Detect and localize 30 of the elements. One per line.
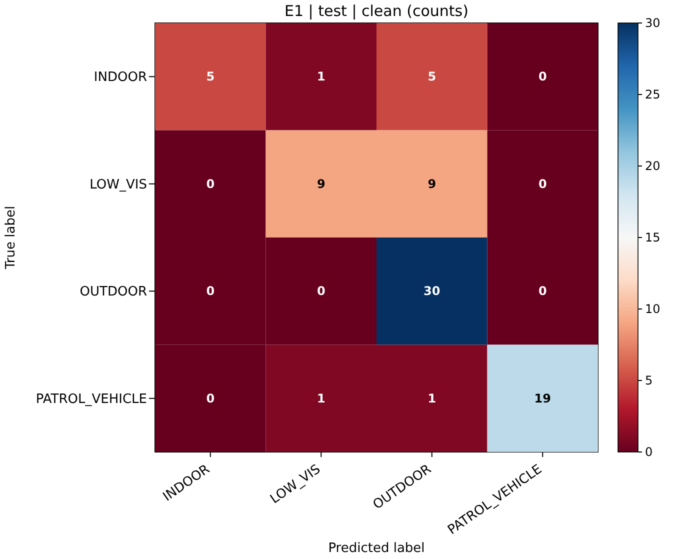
data-label: 19 [534,391,551,406]
color-bar-label: 0 [645,445,653,459]
data-label: 0 [538,70,547,84]
data-label: 30 [424,284,440,298]
y-tick-label: OUTDOOR [80,284,147,300]
y-axis-title: True label [4,206,19,270]
data-label: 1 [428,391,436,406]
data-label: 0 [538,284,547,298]
data-label: 0 [316,284,326,298]
data-label: 9 [428,176,436,191]
color-bar-label: 20 [645,159,660,173]
color-bar-label: 15 [645,230,660,244]
color-bar-label: 30 [645,16,660,30]
color-bar-label: 10 [645,302,660,316]
data-label: 5 [428,70,436,84]
y-tick-label: LOW_VIS [90,177,147,192]
data-label: 9 [316,176,326,191]
data-label: 5 [206,70,215,84]
data-label: 0 [206,284,215,298]
data-label: 1 [316,391,326,406]
data-label: 0 [206,391,215,406]
y-tick-label: INDOOR [94,70,147,86]
y-tick-label: PATROL_VEHICLE [36,392,147,407]
color-bar-label: 25 [645,88,660,102]
data-label: 0 [538,176,547,191]
chart-title: E1 | test | clean (counts) [284,2,470,20]
data-label: 1 [316,70,326,84]
data-label: 0 [206,176,215,191]
color-bar-label: 5 [645,374,653,388]
x-axis-title: Predicted label [328,541,425,556]
